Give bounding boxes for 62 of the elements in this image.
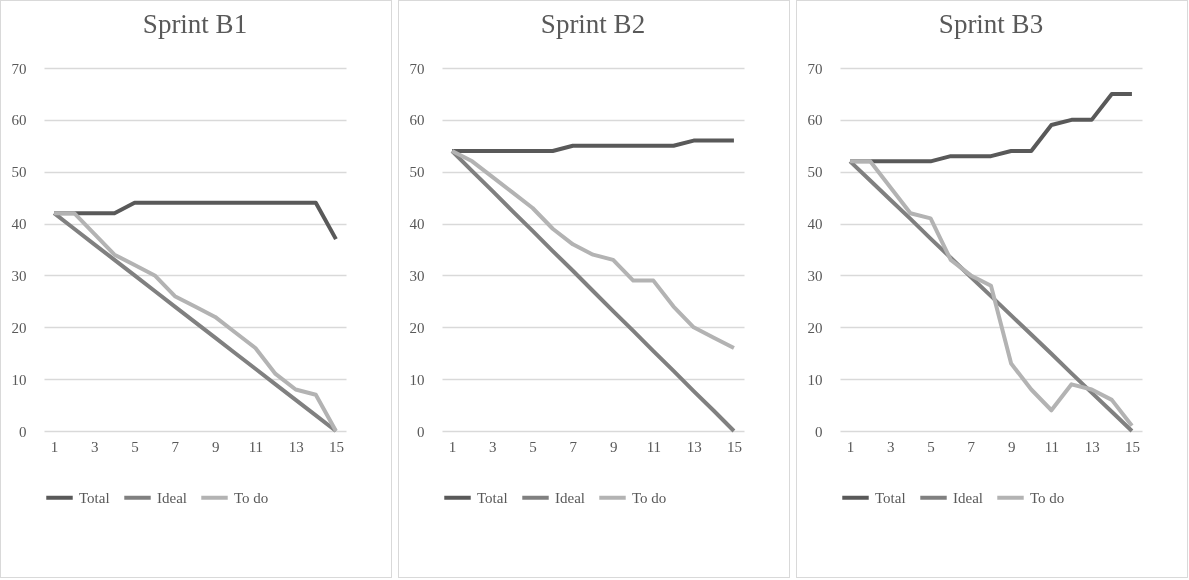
y-tick-label: 50 bbox=[11, 164, 27, 181]
y-tick-label: 30 bbox=[409, 267, 425, 284]
x-tick-label: 15 bbox=[1124, 438, 1140, 455]
x-tick-label: 7 bbox=[569, 438, 578, 455]
y-tick-label: 50 bbox=[807, 164, 823, 181]
legend-label: Total bbox=[477, 489, 508, 506]
x-tick-label: 13 bbox=[1084, 438, 1100, 455]
legend-label: Ideal bbox=[953, 489, 983, 506]
y-tick-label: 0 bbox=[417, 423, 425, 440]
legend-label: Ideal bbox=[555, 489, 585, 506]
y-tick-label: 60 bbox=[807, 112, 823, 129]
x-tick-label: 11 bbox=[248, 438, 264, 455]
x-tick-label: 7 bbox=[967, 438, 976, 455]
y-tick-label: 40 bbox=[11, 216, 27, 233]
y-tick-label: 40 bbox=[409, 216, 425, 233]
legend-label: To do bbox=[1030, 489, 1065, 506]
y-tick-label: 70 bbox=[409, 60, 425, 77]
legend-label: Ideal bbox=[157, 489, 187, 506]
y-tick-label: 30 bbox=[807, 267, 823, 284]
y-tick-label: 60 bbox=[11, 112, 27, 129]
y-tick-label: 40 bbox=[807, 216, 823, 233]
legend-label: To do bbox=[234, 489, 269, 506]
x-tick-label: 15 bbox=[726, 438, 742, 455]
x-tick-label: 3 bbox=[489, 438, 497, 455]
legend-label: Total bbox=[79, 489, 110, 506]
x-tick-label: 1 bbox=[50, 438, 59, 455]
x-tick-label: 3 bbox=[91, 438, 99, 455]
x-tick-label: 3 bbox=[887, 438, 895, 455]
x-tick-label: 1 bbox=[846, 438, 855, 455]
x-tick-label: 9 bbox=[609, 438, 618, 455]
legend-label: Total bbox=[875, 489, 906, 506]
x-tick-label: 5 bbox=[529, 438, 537, 455]
line-series bbox=[450, 148, 736, 351]
y-tick-label: 70 bbox=[807, 60, 823, 77]
y-tick-label: 60 bbox=[409, 112, 425, 129]
legend-label: To do bbox=[632, 489, 667, 506]
x-tick-label: 13 bbox=[288, 438, 304, 455]
x-tick-label: 13 bbox=[686, 438, 702, 455]
line-series bbox=[52, 211, 338, 433]
y-tick-label: 10 bbox=[11, 371, 27, 388]
y-tick-label: 0 bbox=[19, 423, 27, 440]
chart-title: Sprint B2 bbox=[540, 9, 646, 39]
x-tick-label: 11 bbox=[646, 438, 662, 455]
x-tick-label: 5 bbox=[927, 438, 935, 455]
x-tick-label: 11 bbox=[1044, 438, 1060, 455]
x-tick-label: 1 bbox=[448, 438, 457, 455]
y-tick-label: 70 bbox=[11, 60, 27, 77]
x-tick-label: 15 bbox=[328, 438, 344, 455]
y-tick-label: 10 bbox=[409, 371, 425, 388]
y-tick-label: 30 bbox=[11, 267, 27, 284]
chart-title: Sprint B3 bbox=[938, 9, 1044, 39]
y-tick-label: 20 bbox=[807, 319, 823, 336]
y-tick-label: 20 bbox=[11, 319, 27, 336]
x-tick-label: 5 bbox=[131, 438, 139, 455]
x-tick-label: 9 bbox=[211, 438, 220, 455]
y-tick-label: 50 bbox=[409, 164, 425, 181]
x-tick-label: 9 bbox=[1007, 438, 1016, 455]
y-tick-label: 20 bbox=[409, 319, 425, 336]
y-tick-label: 0 bbox=[815, 423, 823, 440]
chart-title: Sprint B1 bbox=[142, 9, 248, 39]
x-tick-label: 7 bbox=[171, 438, 180, 455]
y-tick-label: 10 bbox=[807, 371, 823, 388]
